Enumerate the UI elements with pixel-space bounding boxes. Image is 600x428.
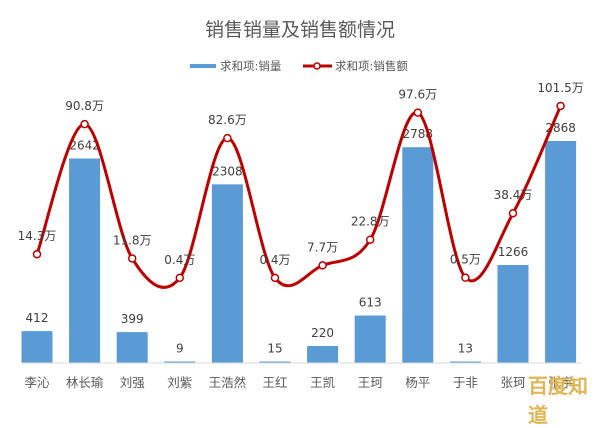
line-series: 14.3万 90.8万 11.8万 0.4万 82.6万 0.4万 7.7万 22.8万 97.…	[18, 81, 584, 289]
sales-amount-line	[35, 105, 562, 289]
watermark: 百度知道	[528, 374, 588, 427]
line-marker	[508, 208, 518, 218]
line-value-label: 101.5万	[537, 81, 583, 95]
bar-value-label: 220	[311, 326, 334, 340]
legend-line-label: 求和项:销售额	[335, 59, 408, 73]
category-label: 王红	[262, 375, 287, 390]
legend-line-marker-icon	[313, 62, 321, 70]
category-label: 张珂	[500, 375, 525, 390]
line-marker	[80, 119, 89, 129]
line-marker	[270, 273, 280, 283]
line-marker	[413, 108, 423, 117]
line-marker	[127, 254, 137, 263]
category-label: 刘紫	[167, 375, 192, 390]
category-label: 王浩然	[209, 375, 247, 390]
line-marker	[461, 273, 470, 282]
line-value-label: 97.6万	[398, 88, 437, 102]
line-value-label: 0.5万	[450, 253, 481, 267]
line-value-label: 14.3万	[18, 229, 57, 243]
line-marker	[175, 273, 185, 283]
bar-value-label: 15	[267, 342, 282, 356]
bar	[116, 332, 148, 363]
category-label: 李沁	[24, 375, 50, 390]
line-value-label: 82.6万	[208, 113, 247, 127]
bar	[307, 345, 339, 363]
chart-title: 销售销量及销售额情况	[205, 19, 395, 41]
legend-bar-swatch	[190, 64, 216, 68]
bar	[164, 361, 196, 363]
line-value-label: 90.8万	[65, 99, 104, 113]
line-marker	[223, 133, 232, 143]
line-value-label: 7.7万	[307, 240, 338, 254]
bar-value-label: 412	[26, 311, 49, 325]
line-marker	[365, 235, 375, 244]
line-marker	[318, 261, 327, 270]
line-value-label: 0.4万	[164, 253, 195, 267]
category-label: 杨平	[405, 375, 430, 390]
category-label: 林长瑜	[66, 375, 104, 390]
combo-chart: 销售销量及销售额情况 求和项:销量 求和项:销售额 412 2642 399 9 230…	[18, 19, 584, 390]
bar-value-label: 2308	[212, 164, 243, 178]
bar	[497, 265, 529, 363]
bar-value-label: 2642	[69, 138, 100, 152]
line-value-label: 11.8万	[113, 233, 152, 247]
line-value-label: 38.4万	[494, 188, 533, 202]
line-value-label: 0.4万	[259, 253, 290, 267]
category-label: 王凯	[310, 375, 336, 390]
bar-value-label: 613	[359, 296, 382, 310]
category-label: 刘强	[120, 375, 146, 390]
bar	[354, 315, 386, 363]
category-label: 王珂	[358, 375, 383, 390]
line-value-label: 22.8万	[351, 215, 390, 229]
legend-bar-label: 求和项:销量	[220, 59, 281, 73]
legend: 求和项:销量 求和项:销售额	[190, 59, 408, 73]
line-marker	[32, 249, 42, 259]
bar-value-label: 2788	[403, 127, 434, 141]
line-marker	[556, 101, 565, 111]
category-labels: 李沁 林长瑜 刘强 刘紫 王浩然 王红 王凯 王珂 杨平 于非 张珂 张宇	[24, 375, 573, 390]
bar	[259, 361, 291, 363]
bar	[545, 141, 577, 363]
bar-value-label: 13	[458, 342, 473, 356]
category-label: 于非	[453, 375, 478, 390]
bar	[402, 147, 434, 363]
bar	[69, 158, 101, 363]
bar-value-label: 1266	[498, 245, 529, 259]
bar-value-label: 9	[176, 342, 184, 356]
bar-value-label: 399	[121, 312, 144, 326]
bar	[21, 331, 53, 363]
bar	[449, 361, 481, 363]
bar	[211, 184, 243, 363]
category-label: 张宇	[548, 375, 573, 390]
